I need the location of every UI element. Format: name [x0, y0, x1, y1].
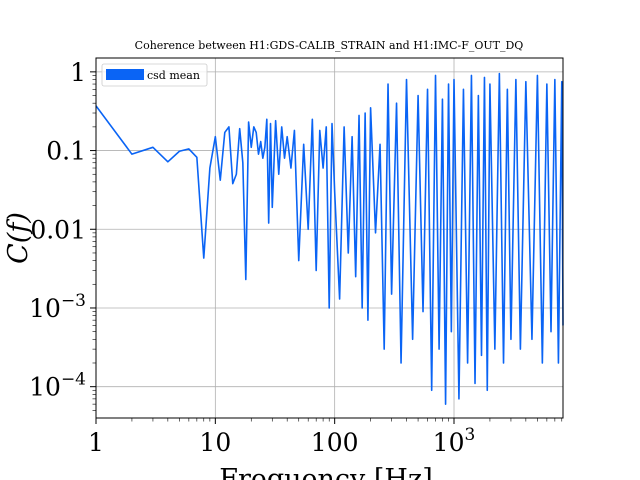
- y-tick-label: 10−3: [29, 291, 86, 323]
- y-tick-label: 1: [70, 58, 86, 87]
- x-tick-label: 10: [199, 428, 231, 457]
- series-layer: [95, 72, 564, 405]
- x-tick-label: 1: [88, 428, 104, 457]
- tick-label-layer: 1 10 100 103 1 0.1 0.01 10−3 10−4: [29, 58, 475, 457]
- x-tick-label: 103: [433, 425, 476, 457]
- y-axis-label: C(f): [3, 212, 34, 264]
- legend-swatch: [106, 69, 144, 80]
- x-tick-label: 100: [311, 428, 359, 457]
- x-axis-label: Frequency [Hz]: [219, 464, 432, 480]
- legend: csd mean: [101, 63, 208, 87]
- legend-label-csd-mean: csd mean: [147, 69, 200, 82]
- series-line-csd-mean: [95, 72, 564, 405]
- y-tick-label: 0.01: [30, 215, 86, 244]
- y-tick-label: 10−4: [29, 370, 86, 402]
- tick-layer: [90, 71, 563, 424]
- y-tick-label: 0.1: [46, 137, 86, 166]
- chart-title: Coherence between H1:GDS-CALIB_STRAIN an…: [135, 39, 524, 52]
